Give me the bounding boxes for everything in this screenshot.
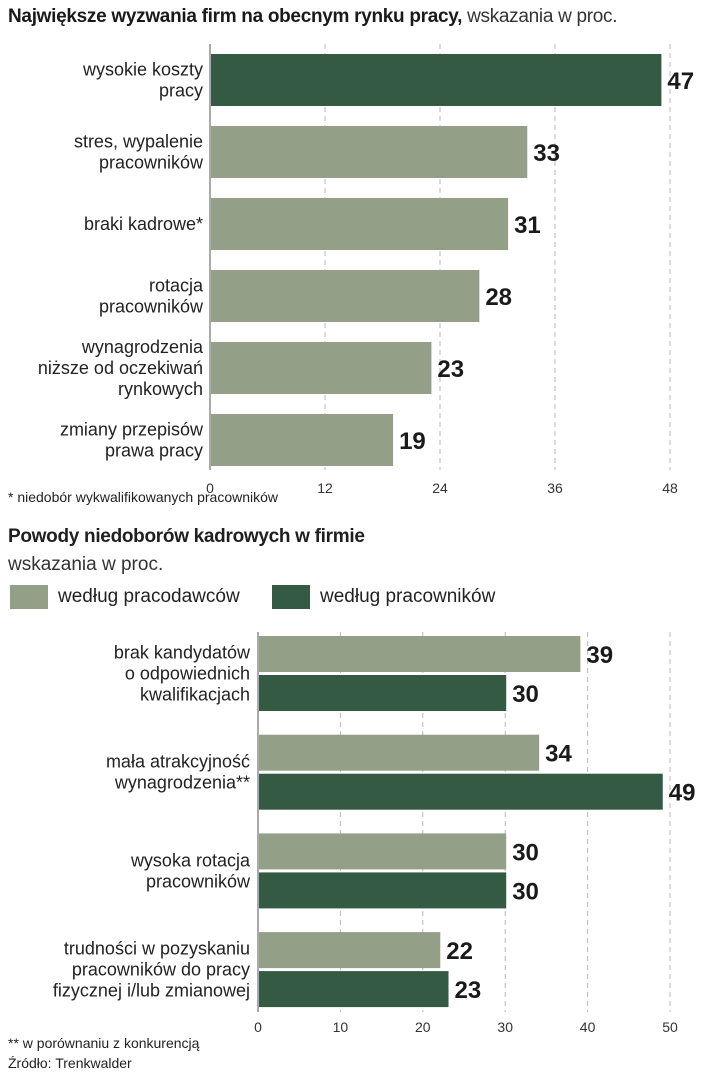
chart2-data-label: 23	[455, 977, 482, 1004]
chart1-bar	[211, 198, 509, 250]
chart1-x-tick-label: 0	[206, 480, 214, 496]
chart2-category-label: wynagrodzenia**	[114, 773, 250, 793]
chart1-bar	[211, 270, 480, 322]
chart2-bar	[259, 773, 663, 810]
chart2-x-tick-label: 30	[497, 1019, 513, 1035]
chart2-category-label: trudności w pozyskaniu	[64, 939, 250, 959]
chart1-category-label: wynagrodzenia	[81, 337, 204, 357]
chart1-category-label: pracowników	[99, 153, 204, 173]
chart2-bar	[259, 675, 507, 711]
chart2-bar	[259, 932, 441, 969]
legend-swatch-employers	[10, 585, 48, 609]
chart2-data-label: 34	[545, 741, 572, 768]
chart1-category-label: pracowników	[99, 297, 204, 317]
chart1-data-label: 28	[485, 284, 512, 311]
chart1-category-label: rotacja	[149, 276, 204, 296]
chart2-x-tick-label: 20	[415, 1019, 431, 1035]
legend-label-employers: według pracodawców	[58, 586, 240, 607]
chart1-category-label: wysokie koszty	[82, 60, 203, 80]
chart1-data-label: 47	[667, 68, 694, 95]
chart2-category-label: brak kandydatów	[114, 643, 251, 663]
chart2-bar	[259, 636, 581, 672]
chart1-bar	[211, 342, 432, 394]
chart2-subtitle: wskazania w proc.	[8, 554, 164, 575]
chart2-bar	[259, 971, 449, 1008]
chart2-bar	[259, 872, 507, 909]
chart2-x-tick-label: 10	[333, 1019, 349, 1035]
chart1-category-label: stres, wypalenie	[74, 132, 203, 152]
chart1-category-label: pracy	[159, 81, 203, 101]
chart2-bar	[259, 833, 507, 870]
chart2-source: Źródło: Trenkwalder	[8, 1055, 132, 1071]
chart2-data-label: 30	[512, 681, 539, 708]
chart1-category-label: zmiany przepisów	[60, 420, 204, 440]
chart1-x-tick-label: 36	[547, 480, 563, 496]
chart2-category-label: wysoka rotacja	[130, 850, 251, 870]
chart2-category-label: mała atrakcyjność	[106, 752, 250, 772]
chart1-category-label: niższe od oczekiwań	[38, 358, 203, 378]
chart1-category-label: prawa pracy	[105, 441, 203, 461]
chart1-bar	[211, 414, 394, 466]
chart1-data-label: 19	[399, 428, 426, 455]
legend-item-employers: według pracodawców	[10, 585, 240, 609]
chart1-category-label: rynkowych	[118, 379, 203, 399]
chart2-footnote: ** w porównaniu z konkurencją	[8, 1035, 200, 1051]
chart2-x-tick-label: 40	[580, 1019, 596, 1035]
chart1-category-label: braki kadrowe*	[84, 214, 203, 234]
chart2-data-label: 22	[446, 938, 473, 965]
chart1-title-rest: wskazania w proc.	[462, 6, 618, 27]
chart2-category-label: pracowników do pracy	[72, 960, 250, 980]
chart2-category-label: o odpowiednich	[125, 664, 250, 684]
chart1-x-tick-label: 48	[662, 480, 678, 496]
chart2-category-label: pracowników	[146, 871, 251, 891]
chart1-data-label: 23	[437, 356, 464, 383]
chart2-x-tick-label: 0	[254, 1019, 262, 1035]
chart2-data-label: 30	[512, 878, 539, 905]
chart2-data-label: 49	[669, 780, 696, 807]
legend-label-employees: według pracowników	[320, 586, 496, 607]
chart2-category-label: fizycznej i/lub zmianowej	[53, 981, 250, 1001]
chart2-title: Powody niedoborów kadrowych w firmie	[8, 526, 365, 547]
chart2-category-label: kwalifikacjach	[140, 685, 250, 705]
chart1-bar	[211, 54, 662, 106]
chart1-footnote: * niedobór wykwalifikowanych pracowników	[8, 489, 279, 505]
chart2-data-label: 30	[512, 839, 539, 866]
chart1-x-tick-label: 12	[317, 480, 333, 496]
chart2-bar	[259, 734, 540, 771]
chart1-title: Największe wyzwania firm na obecnym rynk…	[8, 6, 618, 28]
legend-swatch-employees	[272, 585, 310, 609]
chart1-x-tick-label: 24	[432, 480, 448, 496]
chart1-title-bold: Największe wyzwania firm na obecnym rynk…	[8, 6, 463, 27]
chart2-x-tick-label: 50	[662, 1019, 678, 1035]
chart1-data-label: 31	[514, 212, 541, 239]
legend-item-employees: według pracowników	[272, 585, 495, 609]
chart1-bar	[211, 126, 528, 178]
chart1-data-label: 33	[533, 140, 560, 167]
chart2-data-label: 39	[586, 642, 613, 669]
